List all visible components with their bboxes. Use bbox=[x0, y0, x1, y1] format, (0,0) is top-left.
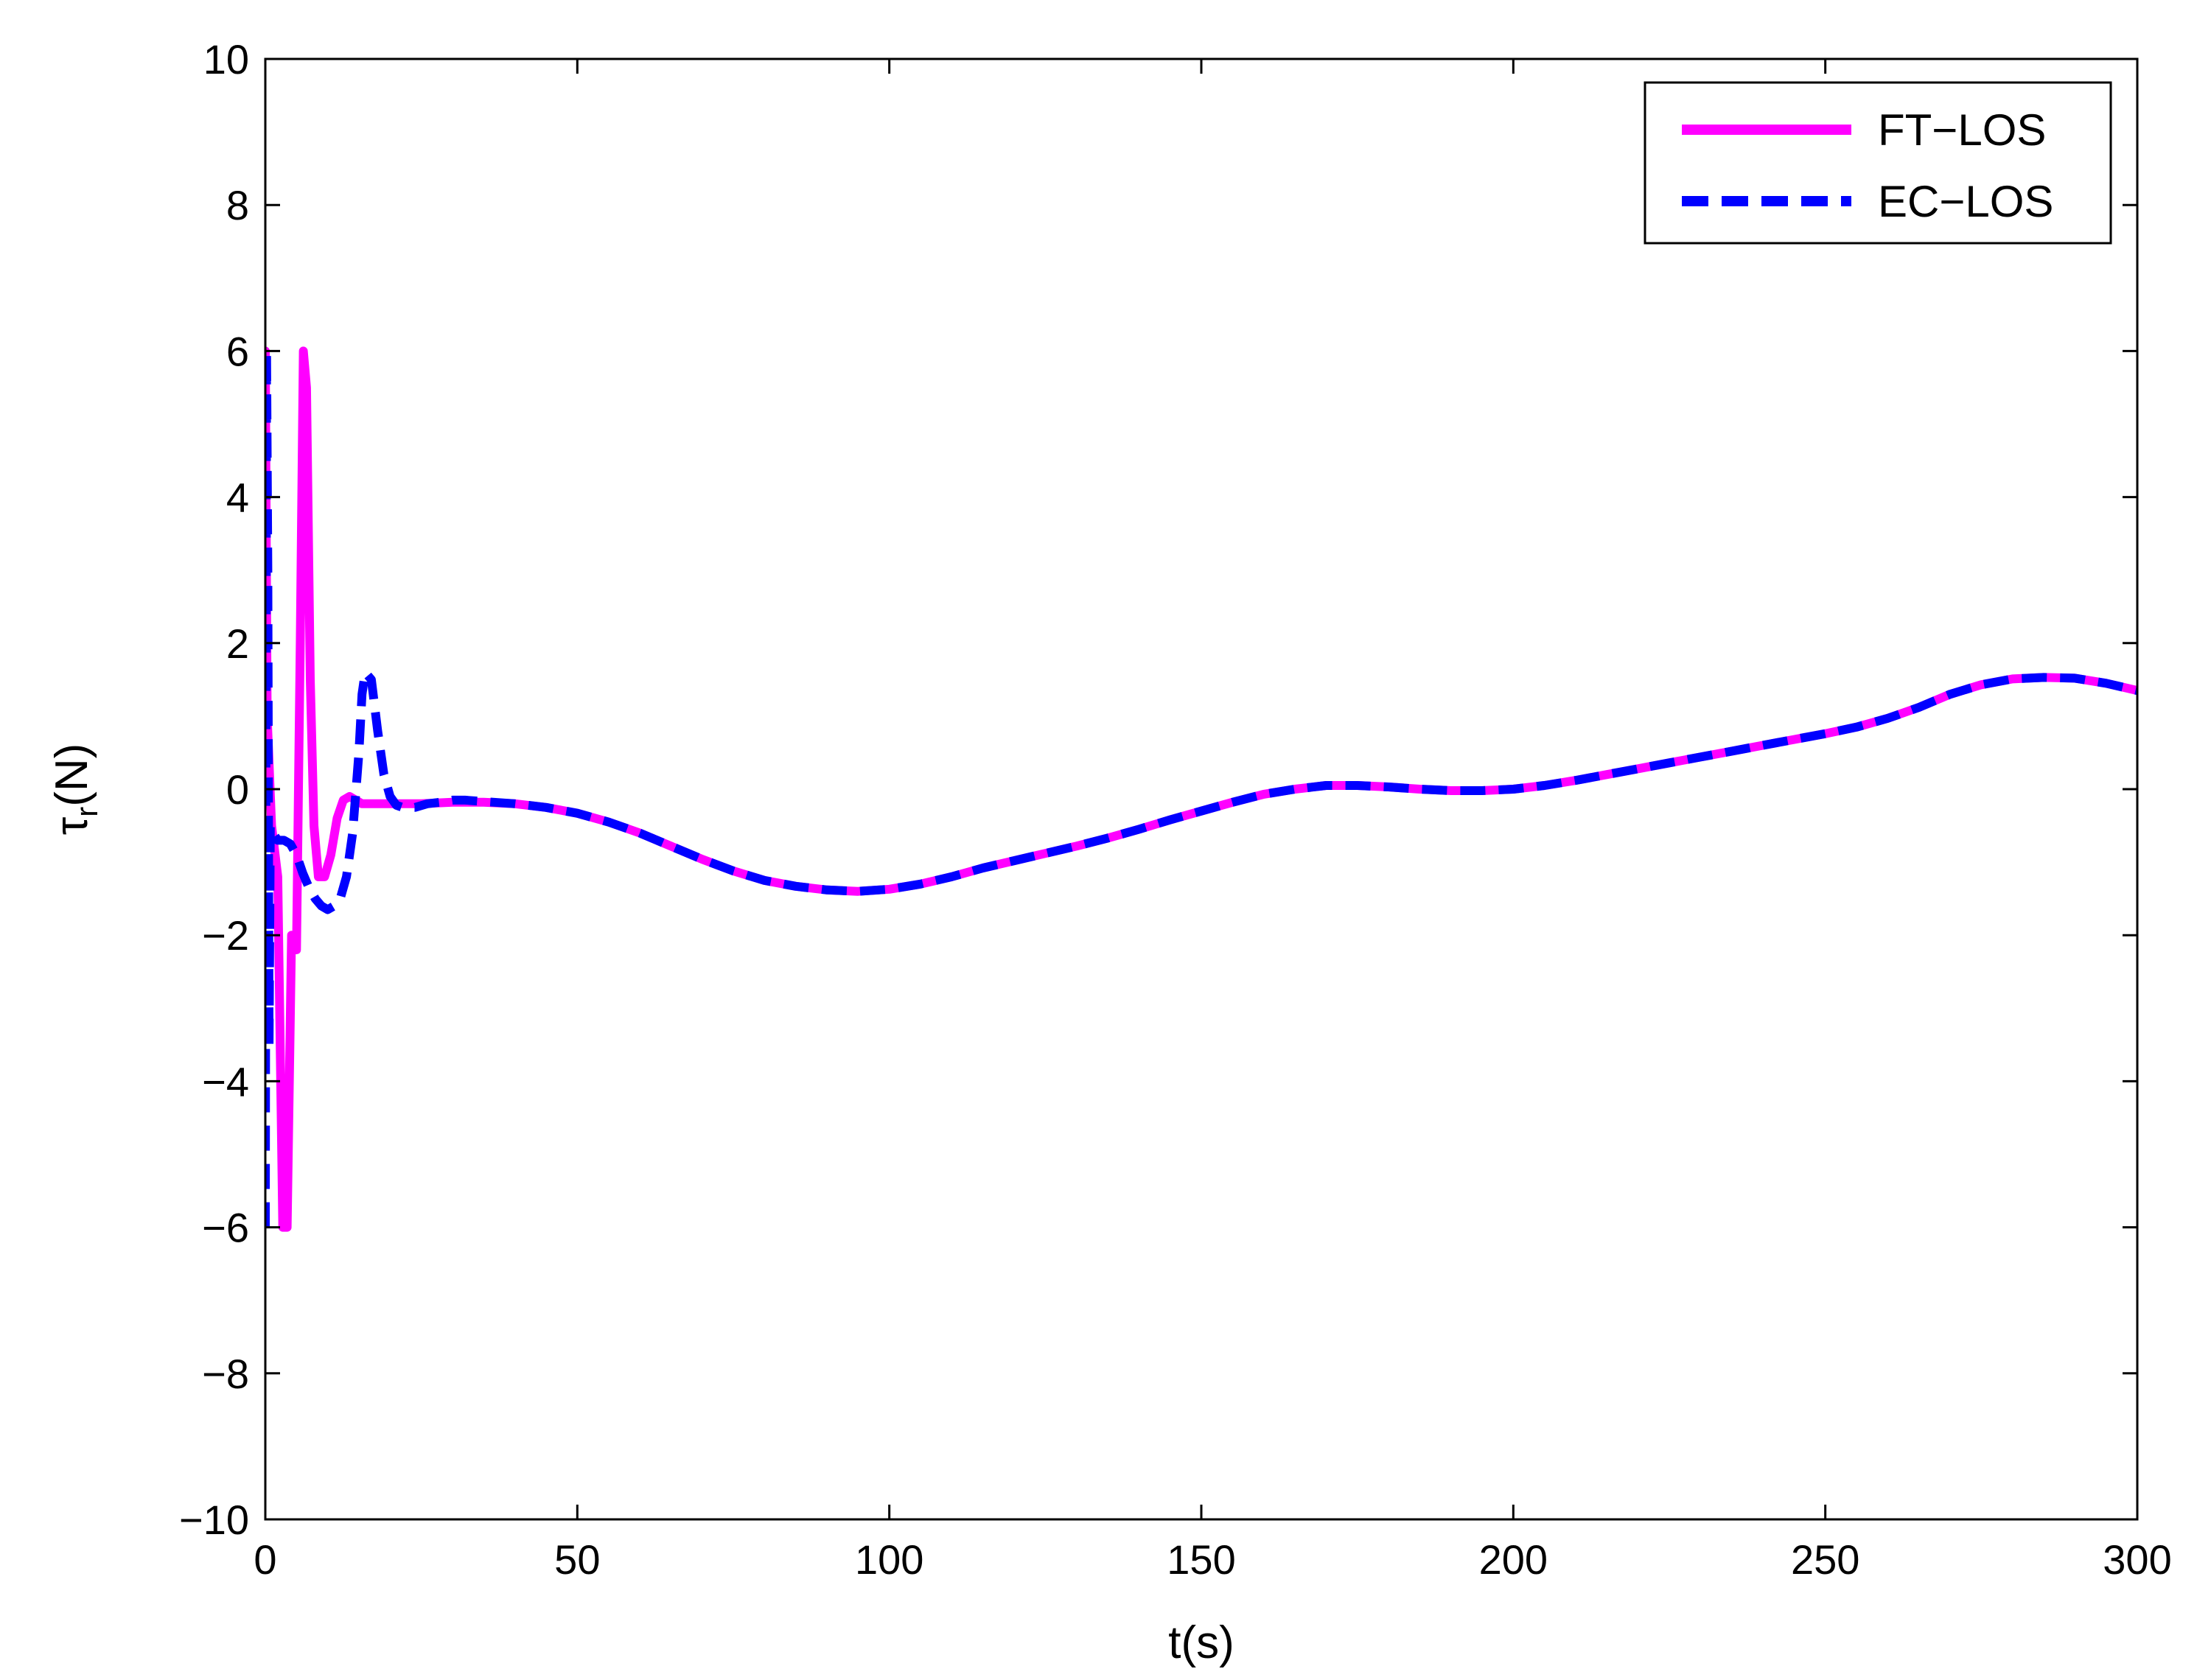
x-tick-label: 200 bbox=[1479, 1536, 1548, 1583]
x-tick-label: 0 bbox=[254, 1536, 276, 1583]
legend-label-ec-los: EC−LOS bbox=[1878, 177, 2053, 226]
series-line-ec-los bbox=[265, 346, 2137, 1228]
y-axis-title-unit: (N) bbox=[46, 743, 97, 807]
series-layer bbox=[265, 346, 2137, 1232]
x-tick-label: 50 bbox=[554, 1536, 600, 1583]
x-tick-label: 300 bbox=[2103, 1536, 2171, 1583]
x-tick-label: 250 bbox=[1791, 1536, 1859, 1583]
y-tick-label: −2 bbox=[202, 912, 249, 959]
legend: FT−LOS EC−LOS bbox=[1644, 81, 2112, 245]
y-tick-label: 6 bbox=[226, 328, 249, 374]
legend-box bbox=[1644, 81, 2112, 245]
y-axis-title: τr(N) bbox=[46, 743, 104, 836]
y-tick-label: 10 bbox=[203, 36, 249, 83]
y-axis-title-subscript: r bbox=[69, 807, 104, 817]
tick-layer: 0 50 100 150 200 250 300 −10 −8 −6 −4 −2 0 2 4 6 8 10 bbox=[179, 36, 2172, 1583]
y-tick-label: −8 bbox=[202, 1351, 249, 1397]
x-axis-title: t(s) bbox=[1168, 1617, 1234, 1668]
y-tick-label: 0 bbox=[226, 766, 249, 813]
y-tick-label: −4 bbox=[202, 1058, 249, 1105]
svg-text:τr(N): τr(N) bbox=[46, 743, 104, 836]
legend-label-ft-los: FT−LOS bbox=[1878, 105, 2046, 155]
y-tick-label: −6 bbox=[202, 1205, 249, 1251]
y-tick-label: −10 bbox=[179, 1497, 249, 1543]
x-tick-label: 150 bbox=[1167, 1536, 1235, 1583]
x-tick-label: 100 bbox=[855, 1536, 923, 1583]
y-tick-label: 2 bbox=[226, 620, 249, 667]
y-tick-label: 8 bbox=[226, 182, 249, 228]
y-tick-label: 4 bbox=[226, 475, 249, 521]
y-axis-title-main: τ bbox=[46, 817, 97, 836]
